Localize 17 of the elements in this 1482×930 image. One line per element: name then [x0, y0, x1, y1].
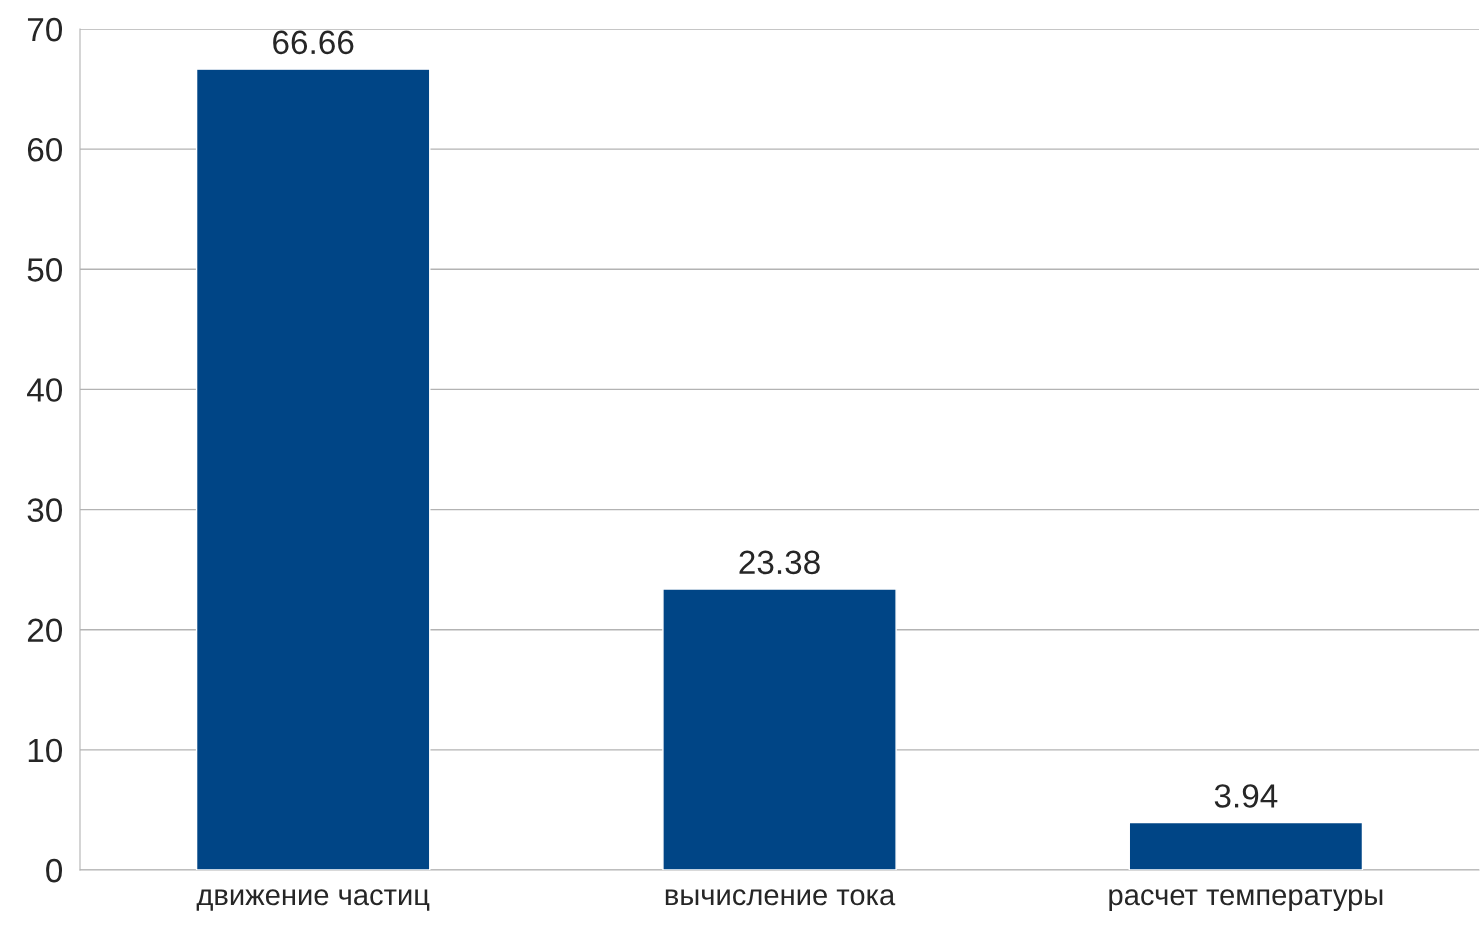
y-tick-label: 50 — [27, 258, 63, 282]
x-tick-label: движение частиц — [196, 889, 430, 911]
x-tick-label: вычисление тока — [665, 889, 896, 906]
data-label: 23.38 — [739, 550, 820, 575]
y-tick-label: 20 — [27, 618, 63, 643]
x-tick-label: расчет температуры — [1109, 889, 1383, 912]
y-tick-label: 0 — [46, 858, 63, 883]
data-label: 3.94 — [1214, 784, 1278, 808]
bar — [1128, 821, 1364, 870]
y-tick-label: 60 — [27, 137, 63, 162]
y-tick-label: 40 — [27, 378, 63, 402]
data-label: 66.66 — [273, 30, 354, 55]
bar — [662, 588, 897, 870]
y-tick-label: 30 — [27, 498, 63, 522]
bar — [195, 68, 431, 870]
y-tick-label: 70 — [27, 17, 63, 42]
y-tick-label: 10 — [28, 738, 63, 763]
